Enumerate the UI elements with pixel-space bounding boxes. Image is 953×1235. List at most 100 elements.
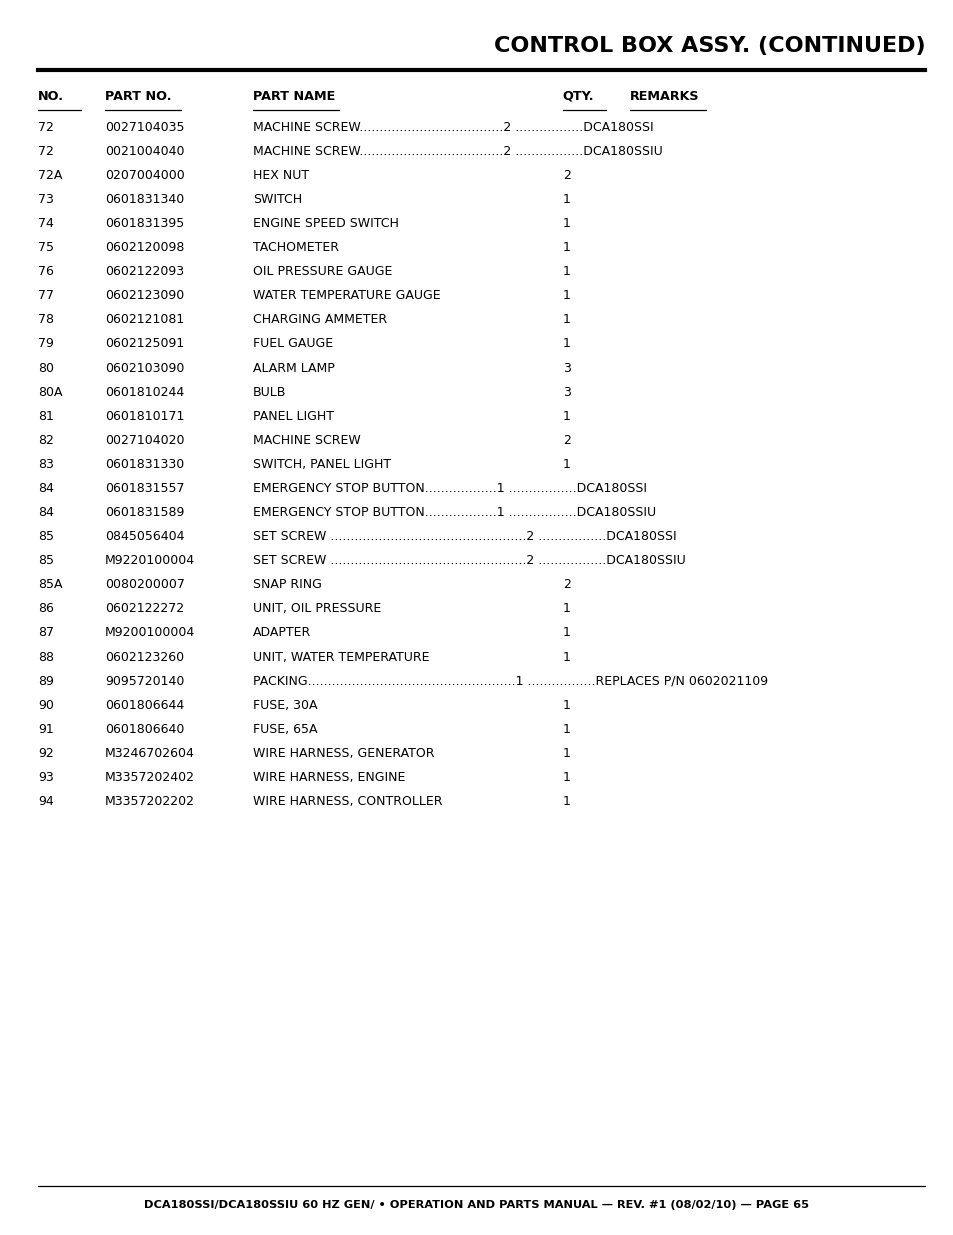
Text: 0601831340: 0601831340 (105, 193, 184, 206)
Text: 1: 1 (562, 651, 570, 663)
Text: WIRE HARNESS, ENGINE: WIRE HARNESS, ENGINE (253, 771, 405, 784)
Text: 2: 2 (562, 578, 570, 592)
Text: 94: 94 (38, 795, 54, 808)
Text: 76: 76 (38, 266, 54, 278)
Text: M9200100004: M9200100004 (105, 626, 195, 640)
Text: 86: 86 (38, 603, 54, 615)
Text: SET SCREW .................................................2 .................DC: SET SCREW ..............................… (253, 530, 676, 543)
Text: 75: 75 (38, 241, 54, 254)
Text: 3: 3 (562, 362, 570, 374)
Text: 1: 1 (562, 747, 570, 760)
Text: FUEL GAUGE: FUEL GAUGE (253, 337, 333, 351)
Text: 80A: 80A (38, 385, 63, 399)
Text: 2: 2 (562, 433, 570, 447)
Text: 0601831395: 0601831395 (105, 217, 184, 230)
Text: 1: 1 (562, 266, 570, 278)
Text: 85A: 85A (38, 578, 63, 592)
Text: 1: 1 (562, 241, 570, 254)
Text: 0602120098: 0602120098 (105, 241, 184, 254)
Text: 1: 1 (562, 626, 570, 640)
Text: 1: 1 (562, 771, 570, 784)
Text: 0601831330: 0601831330 (105, 458, 184, 471)
Text: UNIT, WATER TEMPERATURE: UNIT, WATER TEMPERATURE (253, 651, 429, 663)
Text: 93: 93 (38, 771, 54, 784)
Text: CONTROL BOX ASSY. (CONTINUED): CONTROL BOX ASSY. (CONTINUED) (494, 36, 924, 57)
Text: ALARM LAMP: ALARM LAMP (253, 362, 335, 374)
Text: 0601810244: 0601810244 (105, 385, 184, 399)
Text: 0601810171: 0601810171 (105, 410, 184, 422)
Text: 1: 1 (562, 193, 570, 206)
Text: FUSE, 30A: FUSE, 30A (253, 699, 317, 711)
Text: DCA180SSI/DCA180SSIU 60 HZ GEN/ • OPERATION AND PARTS MANUAL — REV. #1 (08/02/10: DCA180SSI/DCA180SSIU 60 HZ GEN/ • OPERAT… (144, 1200, 809, 1210)
Text: MACHINE SCREW....................................2 .................DCA180SSIU: MACHINE SCREW...........................… (253, 144, 662, 158)
Text: 80: 80 (38, 362, 54, 374)
Text: 0602103090: 0602103090 (105, 362, 184, 374)
Text: 0602121081: 0602121081 (105, 314, 184, 326)
Text: EMERGENCY STOP BUTTON..................1 .................DCA180SSIU: EMERGENCY STOP BUTTON..................1… (253, 506, 656, 519)
Text: WIRE HARNESS, CONTROLLER: WIRE HARNESS, CONTROLLER (253, 795, 442, 808)
Text: 77: 77 (38, 289, 54, 303)
Text: 1: 1 (562, 337, 570, 351)
Text: 0207004000: 0207004000 (105, 169, 185, 182)
Text: 9095720140: 9095720140 (105, 674, 184, 688)
Text: 1: 1 (562, 217, 570, 230)
Text: 73: 73 (38, 193, 54, 206)
Text: 0602122093: 0602122093 (105, 266, 184, 278)
Text: 0080200007: 0080200007 (105, 578, 185, 592)
Text: BULB: BULB (253, 385, 286, 399)
Text: PANEL LIGHT: PANEL LIGHT (253, 410, 334, 422)
Text: 81: 81 (38, 410, 54, 422)
Text: M9220100004: M9220100004 (105, 555, 194, 567)
Text: WIRE HARNESS, GENERATOR: WIRE HARNESS, GENERATOR (253, 747, 434, 760)
Text: SWITCH: SWITCH (253, 193, 301, 206)
Text: 84: 84 (38, 482, 54, 495)
Text: QTY.: QTY. (562, 90, 594, 103)
Text: 83: 83 (38, 458, 54, 471)
Text: 84: 84 (38, 506, 54, 519)
Text: 74: 74 (38, 217, 54, 230)
Text: 82: 82 (38, 433, 54, 447)
Text: 72: 72 (38, 144, 54, 158)
Text: 91: 91 (38, 722, 54, 736)
Text: 0602125091: 0602125091 (105, 337, 184, 351)
Text: MACHINE SCREW....................................2 .................DCA180SSI: MACHINE SCREW...........................… (253, 121, 653, 133)
Text: 0602123260: 0602123260 (105, 651, 184, 663)
Text: M3246702604: M3246702604 (105, 747, 194, 760)
Text: M3357202402: M3357202402 (105, 771, 194, 784)
Text: ADAPTER: ADAPTER (253, 626, 311, 640)
Text: PART NAME: PART NAME (253, 90, 335, 103)
Text: 0601806644: 0601806644 (105, 699, 184, 711)
Text: TACHOMETER: TACHOMETER (253, 241, 338, 254)
Text: 0602123090: 0602123090 (105, 289, 184, 303)
Text: 1: 1 (562, 603, 570, 615)
Text: 72A: 72A (38, 169, 63, 182)
Text: 88: 88 (38, 651, 54, 663)
Text: SET SCREW .................................................2 .................DC: SET SCREW ..............................… (253, 555, 685, 567)
Text: ENGINE SPEED SWITCH: ENGINE SPEED SWITCH (253, 217, 398, 230)
Text: 1: 1 (562, 722, 570, 736)
Text: NO.: NO. (38, 90, 64, 103)
Text: 79: 79 (38, 337, 54, 351)
Text: 0845056404: 0845056404 (105, 530, 184, 543)
Text: CHARGING AMMETER: CHARGING AMMETER (253, 314, 387, 326)
Text: 89: 89 (38, 674, 54, 688)
Text: WATER TEMPERATURE GAUGE: WATER TEMPERATURE GAUGE (253, 289, 440, 303)
Text: UNIT, OIL PRESSURE: UNIT, OIL PRESSURE (253, 603, 380, 615)
Text: M3357202202: M3357202202 (105, 795, 194, 808)
Text: 0021004040: 0021004040 (105, 144, 184, 158)
Text: REMARKS: REMARKS (629, 90, 699, 103)
Text: 1: 1 (562, 795, 570, 808)
Text: SWITCH, PANEL LIGHT: SWITCH, PANEL LIGHT (253, 458, 391, 471)
Text: 87: 87 (38, 626, 54, 640)
Text: 72: 72 (38, 121, 54, 133)
Text: 90: 90 (38, 699, 54, 711)
Text: 1: 1 (562, 410, 570, 422)
Text: 85: 85 (38, 555, 54, 567)
Text: 2: 2 (562, 169, 570, 182)
Text: 0602122272: 0602122272 (105, 603, 184, 615)
Text: 0027104035: 0027104035 (105, 121, 184, 133)
Text: SNAP RING: SNAP RING (253, 578, 321, 592)
Text: EMERGENCY STOP BUTTON..................1 .................DCA180SSI: EMERGENCY STOP BUTTON..................1… (253, 482, 646, 495)
Text: 1: 1 (562, 289, 570, 303)
Text: PACKING....................................................1 .................RE: PACKING.................................… (253, 674, 767, 688)
